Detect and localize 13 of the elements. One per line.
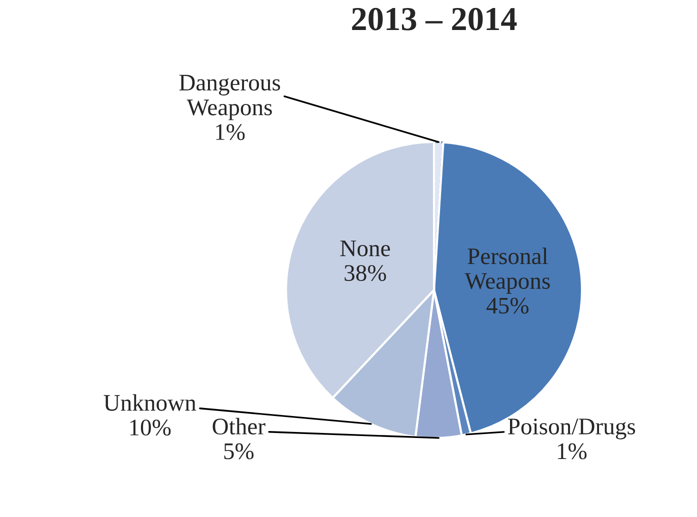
slice-label: Dangerous Weapons: [179, 74, 280, 120]
slice-label: Other: [212, 418, 266, 435]
slice-label: Personal Weapons: [464, 248, 550, 294]
chart-title: 2013 – 2014: [352, 8, 517, 30]
data-label: 5%: [224, 443, 254, 460]
data-label: 1%: [558, 443, 587, 460]
slice-label: Unknown: [104, 394, 196, 411]
data-label: 38%: [344, 265, 386, 282]
slice-label: Poison/Drugs: [508, 418, 636, 440]
slice-label: None: [340, 240, 390, 256]
data-label: 10%: [130, 420, 171, 436]
data-label: 45%: [486, 298, 529, 314]
data-label: 1%: [216, 124, 245, 140]
